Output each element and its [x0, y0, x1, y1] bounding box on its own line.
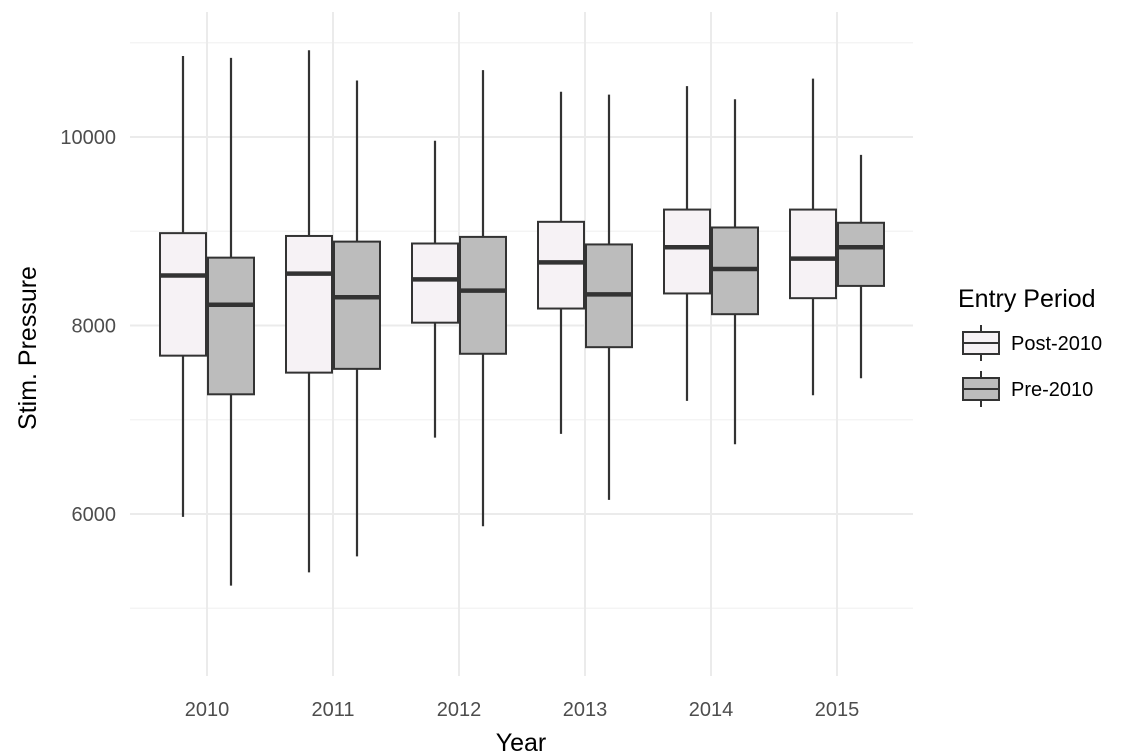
box-post-2010-2010 [159, 55, 207, 517]
minor-gridlines [130, 42, 913, 609]
box-pre-2010-2015 [837, 154, 885, 379]
box-iqr [459, 235, 507, 355]
box-iqr [663, 208, 711, 295]
box-post-2010-2011 [285, 50, 333, 573]
x-tick-label: 2012 [437, 699, 482, 721]
box-pre-2010-2013 [585, 94, 633, 500]
box-iqr [285, 234, 333, 374]
x-axis-tick-labels: 2010 2011 2012 2013 2014 2015 [185, 699, 860, 721]
legend-title: Entry Period [958, 285, 1096, 313]
x-tick-label: 2014 [689, 699, 734, 721]
y-tick-label: 6000 [72, 504, 117, 526]
major-gridlines [130, 12, 913, 676]
x-tick-label: 2015 [815, 699, 860, 721]
box-iqr [207, 256, 255, 396]
y-tick-label: 10000 [60, 127, 116, 149]
y-axis-tick-labels: 6000 8000 10000 [60, 127, 116, 526]
box-pre-2010-2011 [333, 80, 381, 557]
legend-label: Pre-2010 [1011, 379, 1093, 401]
legend-item-post-2010: Post-2010 [962, 325, 1102, 361]
box-post-2010-2012 [411, 140, 459, 438]
box-iqr [411, 242, 459, 324]
box-iqr [837, 221, 885, 287]
x-tick-label: 2013 [563, 699, 608, 721]
x-tick-label: 2010 [185, 699, 230, 721]
box-iqr [537, 220, 585, 310]
box-post-2010-2013 [537, 91, 585, 434]
box-plot-boxes [159, 50, 885, 586]
box-pre-2010-2012 [459, 70, 507, 527]
box-iqr [789, 208, 837, 300]
box-iqr [159, 232, 207, 357]
legend: Entry Period Post-2010 Pre-2010 [958, 285, 1102, 407]
legend-label: Post-2010 [1011, 333, 1102, 355]
box-iqr [333, 240, 381, 370]
y-tick-label: 8000 [72, 316, 117, 338]
box-pre-2010-2014 [711, 99, 759, 445]
legend-item-pre-2010: Pre-2010 [962, 371, 1093, 407]
box-pre-2010-2010 [207, 57, 255, 586]
x-axis-title: Year [496, 729, 547, 755]
x-tick-label: 2011 [311, 699, 354, 721]
box-post-2010-2015 [789, 78, 837, 396]
y-axis-title: Stim. Pressure [14, 266, 42, 430]
box-post-2010-2014 [663, 86, 711, 401]
